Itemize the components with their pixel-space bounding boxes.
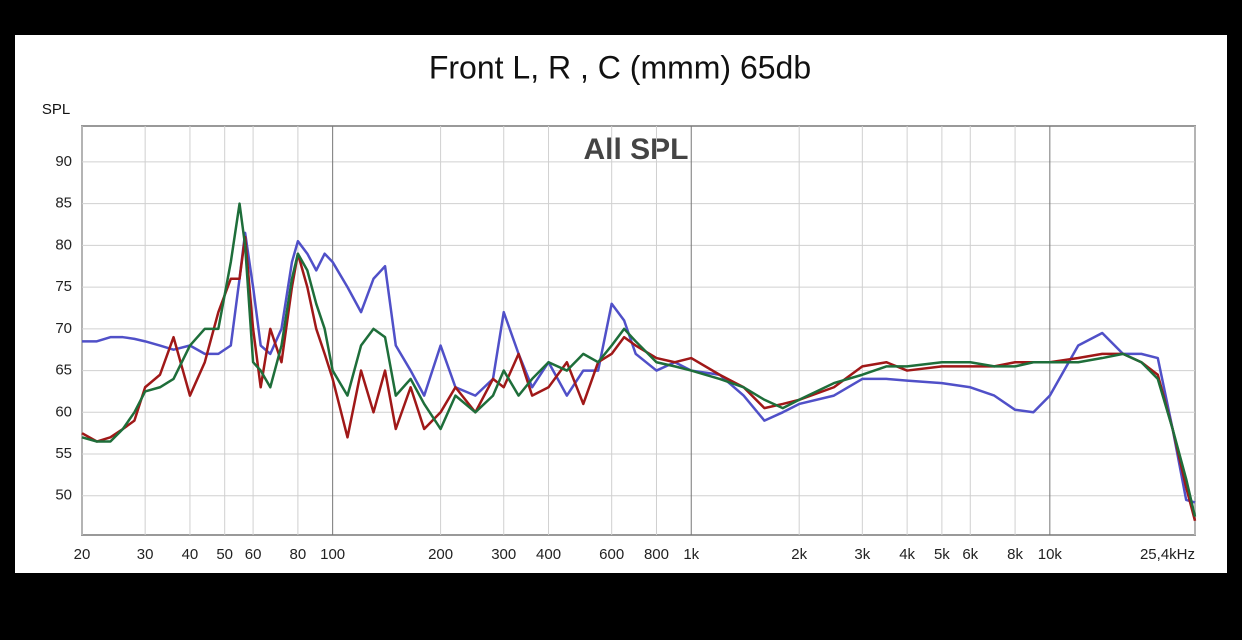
x-tick-label: 300 [491, 546, 516, 563]
chart-title: Front L, R , C (mmm) 65db [429, 49, 811, 85]
x-tick-label: 50 [216, 546, 233, 563]
x-tick-label: 8k [1007, 546, 1023, 563]
line-series [82, 231, 1196, 504]
x-tick-label: 800 [644, 546, 669, 563]
x-tick-label: 5k [934, 546, 950, 563]
x-tick-label: 1k [683, 546, 699, 563]
x-tick-label: 20 [74, 546, 91, 563]
x-tick-label: 80 [290, 546, 307, 563]
y-axis-label: SPL [42, 101, 70, 118]
x-tick-label: 200 [428, 546, 453, 563]
x-tick-label: 4k [899, 546, 915, 563]
y-tick-label: 80 [55, 236, 72, 253]
line-series [81, 235, 1197, 522]
x-tick-label: 30 [137, 546, 154, 563]
y-tick-label: 60 [55, 403, 72, 420]
x-tick-label: 25,4kHz [1140, 546, 1195, 563]
x-tick-label: 100 [320, 546, 345, 563]
x-tick-label: 600 [599, 546, 624, 563]
y-tick-label: 90 [55, 153, 72, 170]
y-tick-label: 85 [55, 195, 72, 212]
x-tick-label: 40 [182, 546, 199, 563]
y-tick-label: 70 [55, 320, 72, 337]
x-tick-label: 60 [245, 546, 262, 563]
x-tick-label: 6k [962, 546, 978, 563]
annotation: All SPL [583, 133, 688, 166]
y-tick-label: 50 [55, 487, 72, 504]
line-series [81, 202, 1197, 517]
y-tick-label: 65 [55, 362, 72, 379]
x-tick-label: 10k [1038, 546, 1063, 563]
y-tick-label: 55 [55, 445, 72, 462]
x-tick-label: 3k [854, 546, 870, 563]
plot-area [81, 125, 1196, 536]
x-tick-label: 400 [536, 546, 561, 563]
y-tick-label: 75 [55, 278, 72, 295]
x-tick-label: 2k [791, 546, 807, 563]
